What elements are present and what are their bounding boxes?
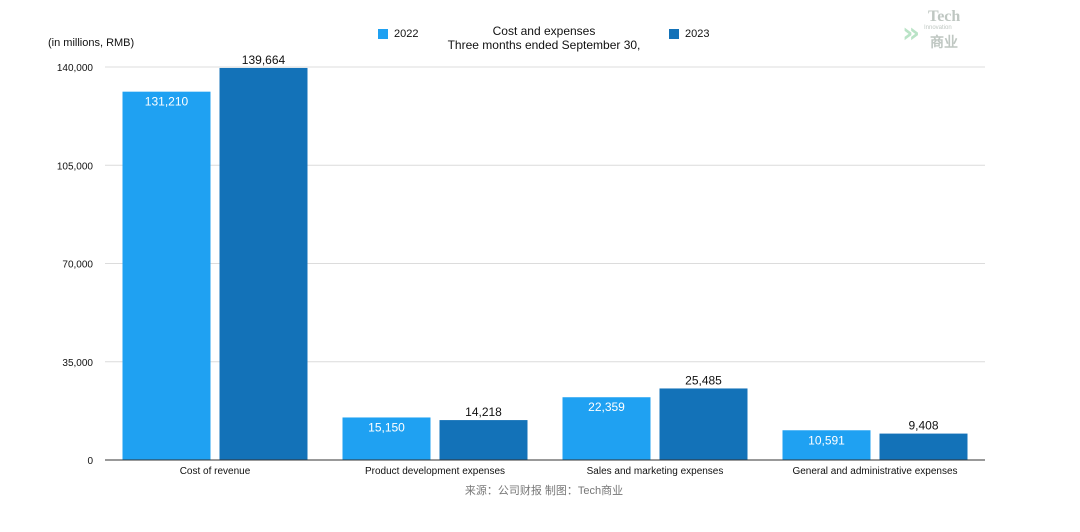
data-label-2023: 139,664: [242, 53, 286, 67]
y-tick-label: 35,000: [62, 358, 93, 369]
logo-text-innovation: Innovation: [924, 25, 952, 31]
chevron-logo-icon: »: [902, 16, 921, 49]
legend-item-2023: 2023: [669, 28, 709, 40]
x-tick-label: General and administrative expenses: [792, 466, 957, 477]
data-label-2023: 25,485: [685, 373, 722, 387]
chart-subtitle: Three months ended September 30,: [447, 38, 641, 52]
chart-title: Cost and expenses: [492, 24, 596, 38]
y-tick-label: 105,000: [57, 161, 94, 172]
legend-label-2023: 2023: [685, 28, 710, 40]
y-axis-unit-label: (in millions, RMB): [48, 37, 135, 49]
bar-2023: [439, 420, 528, 460]
data-label-2023: 14,218: [465, 405, 502, 419]
bar-2023: [659, 388, 748, 460]
legend-label-2022: 2022: [394, 28, 419, 40]
bar-2022: [562, 397, 651, 460]
data-label-2022: 22,359: [588, 400, 625, 414]
source-note: 来源：公司财报 制图：Tech商业: [464, 485, 624, 497]
data-label-2022: 131,210: [145, 95, 189, 109]
logo-text-tech: Tech: [928, 8, 961, 25]
data-label-2022: 15,150: [368, 420, 405, 434]
data-label-2023: 9,408: [908, 419, 938, 433]
chart-title-block: Cost and expenses Three months ended Sep…: [414, 24, 674, 52]
bar-2023: [879, 433, 968, 460]
bar-2022: [782, 430, 871, 460]
x-tick-label: Sales and marketing expenses: [587, 466, 724, 477]
y-tick-label: 140,000: [57, 63, 94, 74]
bar-2023: [219, 67, 308, 460]
x-tick-label: Product development expenses: [365, 466, 505, 477]
bar-2022: [122, 91, 211, 460]
legend-swatch-2023: [669, 29, 679, 39]
tech-logo: » Tech Innovation 商业: [902, 8, 976, 50]
y-tick-label: 0: [87, 456, 93, 467]
logo-text-shangye: 商业: [930, 34, 958, 50]
x-tick-label: Cost of revenue: [180, 466, 251, 477]
legend-item-2022: 2022: [378, 28, 418, 40]
data-label-2022: 10,591: [808, 433, 845, 447]
bar-2022: [342, 417, 431, 460]
y-tick-label: 70,000: [62, 260, 93, 271]
legend-swatch-2022: [378, 29, 388, 39]
